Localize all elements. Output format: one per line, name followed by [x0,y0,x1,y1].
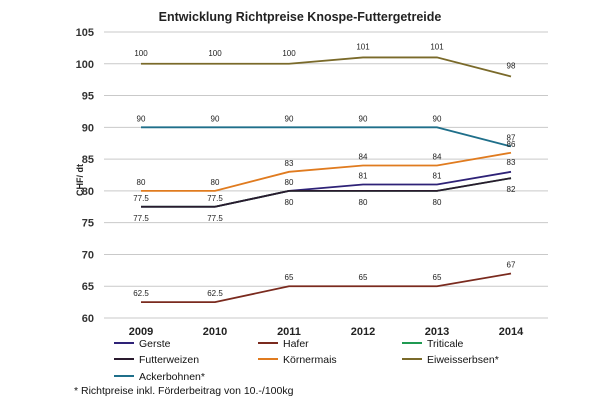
y-tick-label: 70 [82,249,94,261]
legend-item: Eiweisserbsen* [402,354,499,366]
data-label: 83 [507,158,516,167]
data-label: 101 [430,42,444,51]
legend-label: Hafer [283,338,309,350]
legend-label: Futterweizen [139,354,199,366]
data-label: 67 [507,261,516,270]
y-tick-label: 80 [82,186,94,198]
data-label: 77.5 [133,214,149,223]
data-label: 65 [433,273,442,282]
legend-label: Triticale [427,338,464,350]
legend-label: Eiweisserbsen* [427,354,499,366]
data-label: 90 [359,114,368,123]
data-label: 84 [359,152,368,161]
y-tick-label: 60 [82,313,94,325]
series-line-hafer [141,272,512,304]
x-tick-label: 2012 [351,326,375,338]
series-line-ackerbohnen [141,126,512,148]
data-label: 77.5 [133,194,149,203]
series-line-eiweisserbsen [141,56,512,78]
legend-label: Ackerbohnen* [139,371,205,383]
data-label: 83 [285,159,294,168]
series-lines [141,56,512,304]
x-tick-label: 2009 [129,326,153,338]
data-label: 80 [211,178,220,187]
y-tick-label: 75 [82,218,94,230]
gridlines [104,31,548,319]
y-tick-label: 85 [82,154,94,166]
series-line-triticale [141,177,512,208]
y-tick-label: 95 [82,91,94,103]
data-label: 100 [282,49,296,58]
data-label: 100 [134,49,148,58]
legend-item: Körnermais [258,354,337,366]
data-label: 101 [356,42,370,51]
data-label: 81 [359,172,368,181]
data-label: 90 [137,114,146,123]
y-axis-label: CHF/ dt [75,164,85,196]
data-label: 77.5 [207,214,223,223]
data-label: 80 [433,198,442,207]
legend-item: Futterweizen [114,354,199,366]
data-label: 80 [285,178,294,187]
legend: Gerste Hafer Triticale Futterweizen Körnerma… [114,338,499,383]
data-label: 80 [359,198,368,207]
data-labels: 77.5 77.5 80 81 81 83 62.5 62.5 65 65 65 67 77.5 77.5… [133,42,516,298]
data-label: 90 [285,114,294,123]
series-line-futterweizen [141,177,512,208]
data-label: 77.5 [207,194,223,203]
x-tick-label: 2014 [499,326,524,338]
series-line-körnermais [141,151,512,192]
data-label: 100 [208,49,222,58]
data-label: 80 [137,178,146,187]
data-label: 90 [211,114,220,123]
y-tick-label: 105 [76,27,94,39]
data-label: 82 [507,185,516,194]
data-label: 80 [285,198,294,207]
footnote: * Richtpreise inkl. Förderbeitrag von 10… [74,385,294,397]
data-label: 65 [285,273,294,282]
legend-item: Triticale [402,338,464,350]
y-tick-label: 65 [82,281,94,293]
data-label: 84 [433,152,442,161]
data-label: 62.5 [207,289,223,298]
legend-item: Ackerbohnen* [114,371,205,383]
data-label: 87 [507,133,516,142]
legend-label: Gerste [139,338,171,350]
chart-title: Entwicklung Richtpreise Knospe-Futterget… [159,10,442,24]
x-tick-label: 2011 [277,326,301,338]
data-label: 62.5 [133,289,149,298]
x-tick-label: 2010 [203,326,227,338]
legend-item: Hafer [258,338,309,350]
x-tick-label: 2013 [425,326,449,338]
data-label: 81 [433,172,442,181]
series-line-gerste [141,170,512,208]
y-tick-label: 100 [76,59,94,71]
data-label: 86 [507,140,516,149]
legend-label: Körnermais [283,354,337,366]
legend-item: Gerste [114,338,171,350]
x-tick-labels: 2009 2010 2011 2012 2013 2014 [129,326,524,338]
data-label: 65 [359,273,368,282]
data-label: 90 [433,114,442,123]
data-label: 98 [507,61,516,70]
y-tick-labels: 60 65 70 75 80 85 90 95 100 105 [76,27,94,325]
y-tick-label: 90 [82,122,94,134]
